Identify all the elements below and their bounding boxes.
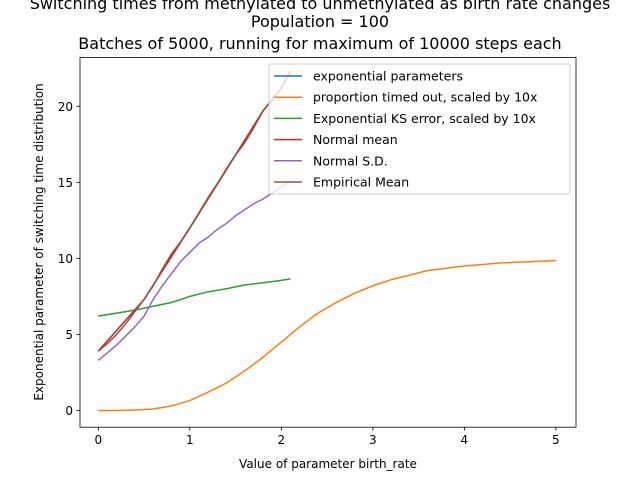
legend-label-normal-mean: Normal mean [313,132,398,147]
y-tick-label: 20 [58,100,73,114]
x-tick-label: 0 [94,433,102,447]
series-line-proportion-timed-out-scaled-by-10x [98,259,556,412]
legend-label-empirical-mean: Empirical Mean [313,175,409,190]
series-line-exponential-ks-error-scaled-by-10x [98,278,291,317]
legend-label-normal-s-d: Normal S.D. [313,153,388,168]
y-axis-ticks: 0 5 10 15 20 [58,100,80,418]
x-tick-label: 1 [186,433,194,447]
chart-title-line-1: Switching times from methylated to unmet… [30,0,611,13]
x-tick-label: 5 [552,433,560,447]
axes-frame [79,57,577,428]
x-tick-label: 4 [461,433,469,447]
y-axis-label: Exponential parameter of switching time … [32,83,46,400]
y-tick-label: 15 [58,176,73,190]
x-axis-label: Value of parameter birth_rate [239,457,417,471]
chart-title-line-2: Population = 100 [251,12,389,31]
legend: exponential parameters proportion timed o… [268,63,571,195]
y-tick-label: 0 [65,404,73,418]
series-line-empirical-mean [97,70,292,352]
legend-label-proportion-timed-out-scaled-by-10x: proportion timed out, scaled by 10x [313,90,537,105]
legend-box [268,63,571,195]
x-tick-label: 2 [278,433,286,447]
legend-label-exponential-ks-error-scaled-by-10x: Exponential KS error, scaled by 10x [313,111,536,126]
x-axis-ticks: 0 1 2 3 4 5 [94,427,560,447]
legend-label-exponential-parameters: exponential parameters [313,69,463,84]
y-tick-label: 5 [65,328,73,342]
series-line-normal-s-d [97,180,291,361]
x-tick-label: 3 [369,433,377,447]
y-tick-label: 10 [58,252,73,266]
chart-title-line-3: Batches of 5000, running for maximum of … [78,34,561,53]
